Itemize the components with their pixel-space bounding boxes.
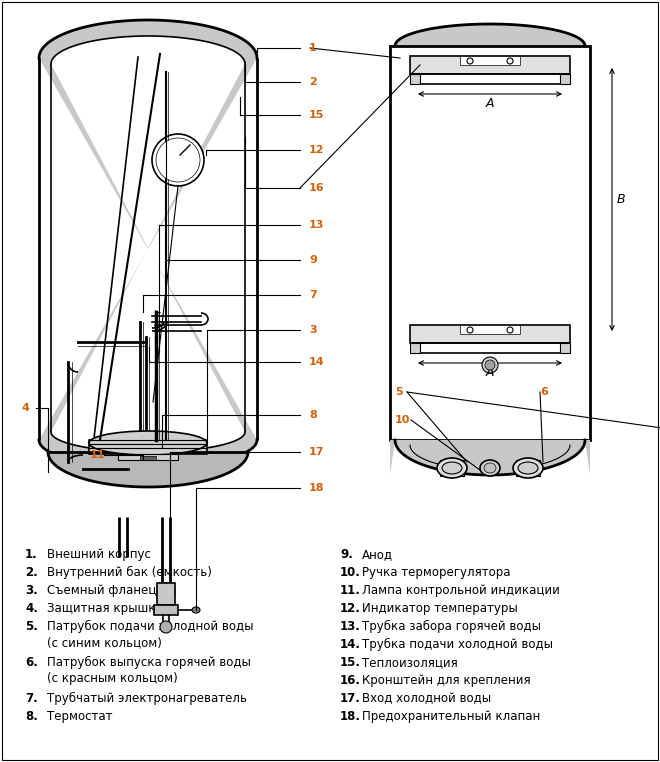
Text: Теплоизоляция: Теплоизоляция [362, 656, 458, 669]
Ellipse shape [467, 58, 473, 64]
Bar [410, 74, 420, 84]
Ellipse shape [507, 327, 513, 333]
Ellipse shape [160, 621, 172, 633]
Text: 18: 18 [309, 483, 325, 493]
Text: 17: 17 [309, 447, 325, 457]
Text: Внутренний бак (емкость): Внутренний бак (емкость) [47, 566, 212, 579]
Text: Трубчатый электронагреватель: Трубчатый электронагреватель [47, 692, 247, 705]
Bar [410, 56, 570, 74]
Text: 15: 15 [309, 110, 324, 120]
Polygon shape [51, 36, 245, 452]
Ellipse shape [442, 462, 462, 474]
Ellipse shape [89, 431, 207, 455]
Text: 18.: 18. [340, 710, 361, 723]
Text: Кронштейн для крепления: Кронштейн для крепления [362, 674, 531, 687]
Bar [390, 46, 590, 440]
Bar [410, 343, 420, 353]
Ellipse shape [484, 463, 496, 473]
Ellipse shape [467, 327, 473, 333]
Text: A: A [486, 97, 494, 110]
Text: 16.: 16. [340, 674, 361, 687]
Bar [460, 56, 520, 65]
Text: 3.: 3. [25, 584, 38, 597]
Text: 10.: 10. [340, 566, 361, 579]
Bar [560, 343, 570, 353]
Text: Съемный фланец: Съемный фланец [47, 584, 156, 597]
Text: 14.: 14. [340, 638, 361, 651]
Text: Термостат: Термостат [47, 710, 112, 723]
Ellipse shape [507, 58, 513, 64]
Text: 7: 7 [309, 290, 317, 300]
Text: 2: 2 [309, 77, 317, 87]
Text: 2.: 2. [25, 566, 38, 579]
Text: 3: 3 [309, 325, 317, 335]
Polygon shape [390, 440, 590, 475]
Text: 13: 13 [309, 220, 324, 230]
Ellipse shape [482, 357, 498, 373]
Text: 7.: 7. [25, 692, 38, 705]
Text: 11.: 11. [340, 584, 361, 597]
Text: B: B [617, 193, 626, 206]
Text: 8.: 8. [25, 710, 38, 723]
Text: Патрубок подачи холодной воды: Патрубок подачи холодной воды [47, 620, 253, 633]
Ellipse shape [152, 134, 204, 186]
Bar [460, 325, 520, 334]
Ellipse shape [485, 360, 495, 370]
Bar [154, 605, 178, 615]
Text: 12.: 12. [340, 602, 361, 615]
Text: Предохранительный клапан: Предохранительный клапан [362, 710, 541, 723]
Text: 15.: 15. [340, 656, 361, 669]
Text: Анод: Анод [362, 548, 393, 561]
Bar [516, 460, 540, 476]
Text: 12: 12 [309, 145, 325, 155]
Text: Патрубок выпуска горячей воды: Патрубок выпуска горячей воды [47, 656, 251, 669]
Text: Ручка терморегулятора: Ручка терморегулятора [362, 566, 510, 579]
Bar [410, 325, 570, 343]
Bar [440, 460, 464, 476]
Ellipse shape [480, 460, 500, 476]
Text: 1: 1 [309, 43, 317, 53]
Text: 5: 5 [395, 387, 403, 397]
Ellipse shape [513, 458, 543, 478]
Text: 10: 10 [395, 415, 411, 425]
Text: Трубка подачи холодной воды: Трубка подачи холодной воды [362, 638, 553, 651]
Text: 9.: 9. [340, 548, 353, 561]
Text: Защитная крышка: Защитная крышка [47, 602, 163, 615]
Bar [157, 583, 175, 605]
Text: Трубка забора горячей воды: Трубка забора горячей воды [362, 620, 541, 633]
Ellipse shape [156, 138, 200, 182]
Text: A: A [486, 366, 494, 379]
Text: 14: 14 [309, 357, 325, 367]
Ellipse shape [192, 607, 200, 613]
Ellipse shape [157, 583, 175, 601]
Text: 16: 16 [309, 183, 325, 193]
Text: 6: 6 [540, 387, 548, 397]
Bar [118, 454, 178, 460]
Polygon shape [39, 20, 257, 468]
Text: 5.: 5. [25, 620, 38, 633]
Ellipse shape [437, 458, 467, 478]
Bar [140, 456, 156, 460]
Text: 4: 4 [22, 403, 30, 413]
Bar [560, 74, 570, 84]
Text: Лампа контрольной индикации: Лампа контрольной индикации [362, 584, 560, 597]
Text: 13.: 13. [340, 620, 361, 633]
Text: 8: 8 [309, 410, 317, 420]
Text: Вход холодной воды: Вход холодной воды [362, 692, 491, 705]
Text: (с красным кольцом): (с красным кольцом) [47, 672, 178, 685]
Text: 17.: 17. [340, 692, 361, 705]
Bar [89, 440, 207, 454]
Text: (с синим кольцом): (с синим кольцом) [47, 636, 162, 649]
Text: 4.: 4. [25, 602, 38, 615]
Text: 1.: 1. [25, 548, 38, 561]
Text: 6.: 6. [25, 656, 38, 669]
Ellipse shape [518, 462, 538, 474]
Text: 9: 9 [309, 255, 317, 265]
Text: Внешний корпус: Внешний корпус [47, 548, 151, 561]
Text: 11: 11 [90, 450, 106, 460]
Text: Индикатор температуры: Индикатор температуры [362, 602, 517, 615]
Polygon shape [48, 452, 248, 487]
